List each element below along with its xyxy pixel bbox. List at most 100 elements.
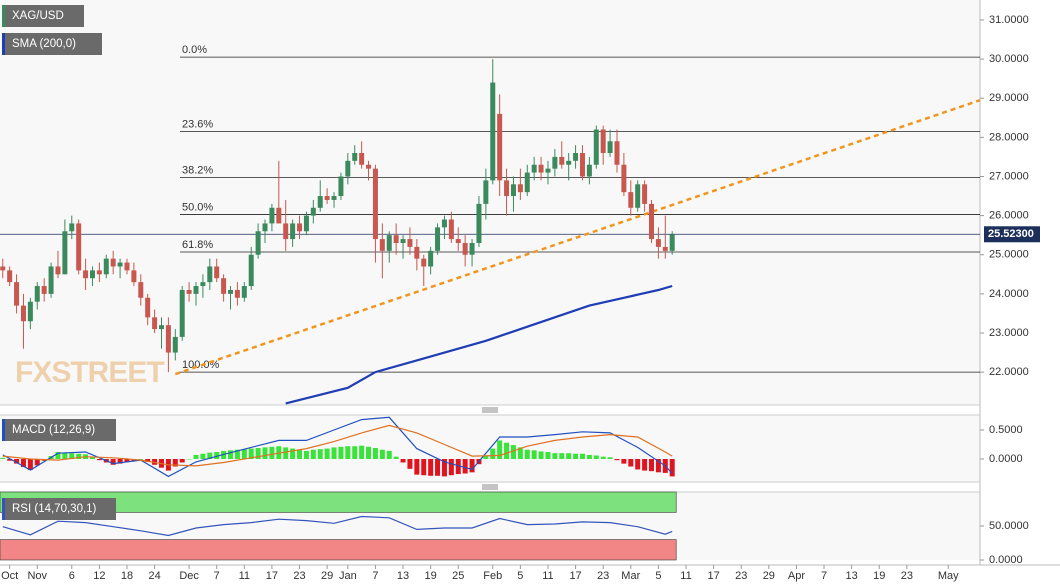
fib-label: 38.2%	[182, 165, 213, 177]
candle-body	[186, 289, 192, 294]
x-tick-label: 23	[735, 570, 747, 582]
macd-bar	[359, 445, 365, 459]
legend-box	[2, 498, 116, 520]
macd-bar	[352, 446, 358, 459]
macd-bar	[34, 458, 40, 466]
macd-bar	[117, 458, 123, 464]
macd-line	[2, 416, 673, 478]
macd-bar	[255, 447, 261, 459]
candle-body	[124, 262, 130, 271]
candle-body	[428, 250, 434, 267]
candle-body	[483, 180, 489, 204]
x-tick-label: Jan	[339, 570, 357, 582]
macd-bar	[331, 447, 337, 459]
macd-bar	[372, 447, 378, 459]
candle-body	[48, 266, 54, 294]
candle-body	[0, 266, 6, 271]
candle-body	[476, 203, 482, 243]
candle-body	[158, 325, 164, 330]
macd-bar	[379, 449, 385, 459]
candle-body	[200, 282, 206, 287]
candle-body	[62, 231, 68, 275]
x-tick-label: May	[938, 570, 959, 582]
candle-body	[490, 82, 496, 181]
candle-body	[379, 239, 385, 251]
candle-body	[455, 239, 461, 243]
candle-body	[248, 254, 254, 287]
macd-bar	[96, 458, 102, 461]
macd-bar	[338, 446, 344, 459]
candle-body	[241, 286, 247, 298]
resize-handle[interactable]	[482, 407, 498, 490]
macd-bar	[435, 458, 441, 476]
candle-body	[276, 207, 282, 224]
macd-bar	[593, 455, 599, 459]
macd-bar	[490, 448, 496, 459]
candle-body	[89, 270, 95, 279]
candle-body	[359, 153, 365, 165]
candle-body	[283, 223, 289, 240]
legend: XAG/USD SMA (200,0) MACD (12,26,9)	[2, 5, 116, 441]
candle-body	[593, 129, 599, 165]
y-tick-label: 31.0000	[989, 14, 1029, 26]
candle-body	[172, 336, 178, 353]
x-tick-label: 11	[680, 570, 691, 582]
y-tick-label: 0.0000	[989, 453, 1023, 465]
candle-body	[655, 239, 661, 247]
candle-body	[400, 239, 406, 243]
macd-bar	[345, 446, 351, 459]
candle-body	[262, 223, 268, 232]
macd-bar	[124, 458, 130, 462]
macd-bar	[469, 458, 475, 473]
fib-label: 50.0%	[182, 201, 213, 213]
candle-body	[586, 164, 592, 177]
macd-bar	[303, 450, 309, 459]
candle-body	[34, 286, 40, 302]
x-tick-label: 11	[239, 570, 250, 582]
macd-bar	[317, 449, 323, 459]
macd-bar	[186, 458, 192, 460]
candle-body	[228, 289, 234, 294]
candle-body	[310, 207, 316, 216]
candle-body	[621, 164, 627, 193]
candle-body	[20, 305, 26, 322]
candle-body	[662, 246, 668, 251]
candle-body	[131, 270, 137, 283]
macd-bar	[628, 458, 634, 467]
candle-body	[179, 289, 185, 337]
candle-body	[96, 270, 102, 275]
x-tick-label: 23	[597, 570, 609, 582]
candle-body	[600, 129, 606, 153]
candle-body	[269, 207, 275, 224]
candle-body	[414, 246, 420, 259]
candle-body	[635, 184, 641, 208]
last-price-box	[984, 226, 1040, 243]
legend-swatch	[2, 498, 5, 520]
x-tick-label: 17	[266, 570, 278, 582]
candle-body	[497, 113, 503, 181]
macd-bar	[517, 447, 523, 459]
x-tick-label: Dec	[179, 570, 199, 582]
candle-body	[41, 286, 47, 294]
macd-bar	[7, 458, 13, 461]
candle-body	[566, 160, 572, 165]
last-price-label: 25.52300	[988, 228, 1034, 240]
candle-body	[152, 317, 158, 330]
candle-body	[421, 258, 427, 267]
candle-body	[607, 141, 613, 153]
candle-body	[331, 196, 337, 200]
macd-bar	[172, 458, 178, 467]
candle-body	[393, 235, 399, 243]
macd-bar	[400, 458, 406, 463]
macd-bar	[110, 458, 116, 465]
macd-bar	[145, 458, 151, 462]
macd-bar	[200, 453, 206, 459]
legend-label: RSI (14,70,30,1)	[12, 503, 97, 515]
candle-body	[579, 153, 585, 177]
candle-body	[372, 168, 378, 240]
macd-bar	[448, 458, 454, 476]
candle-body	[345, 160, 351, 177]
x-tick-label: 19	[425, 570, 437, 582]
x-tick-label: Apr	[788, 570, 805, 582]
oversold-zone	[0, 539, 677, 561]
